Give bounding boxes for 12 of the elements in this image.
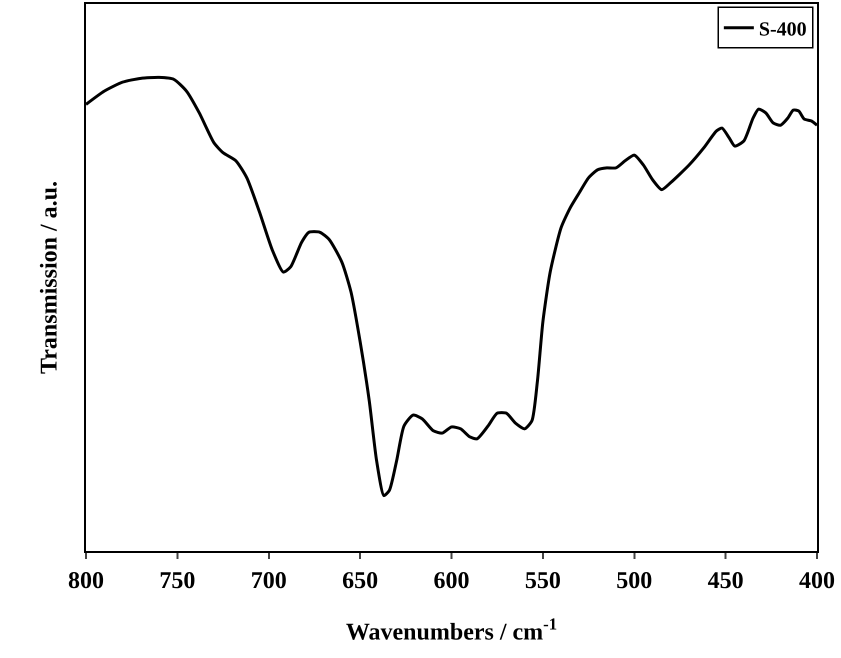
- x-tick-label: 400: [799, 568, 835, 594]
- x-axis-title: Wavenumbers / cm$^{-1}$: [346, 614, 558, 646]
- x-tick-label: 550: [524, 568, 561, 594]
- x-tick-label: 800: [68, 568, 104, 594]
- x-tick-label: 700: [250, 568, 287, 594]
- x-tick-label: 750: [159, 568, 196, 594]
- x-tick-label: 600: [434, 568, 470, 594]
- y-axis-title: Transmission / a.u.: [36, 181, 63, 374]
- legend-label: S-400: [758, 18, 807, 41]
- x-tick-label: 450: [708, 568, 744, 594]
- x-tick-label: 650: [342, 568, 378, 594]
- x-tick-label: 500: [616, 568, 652, 594]
